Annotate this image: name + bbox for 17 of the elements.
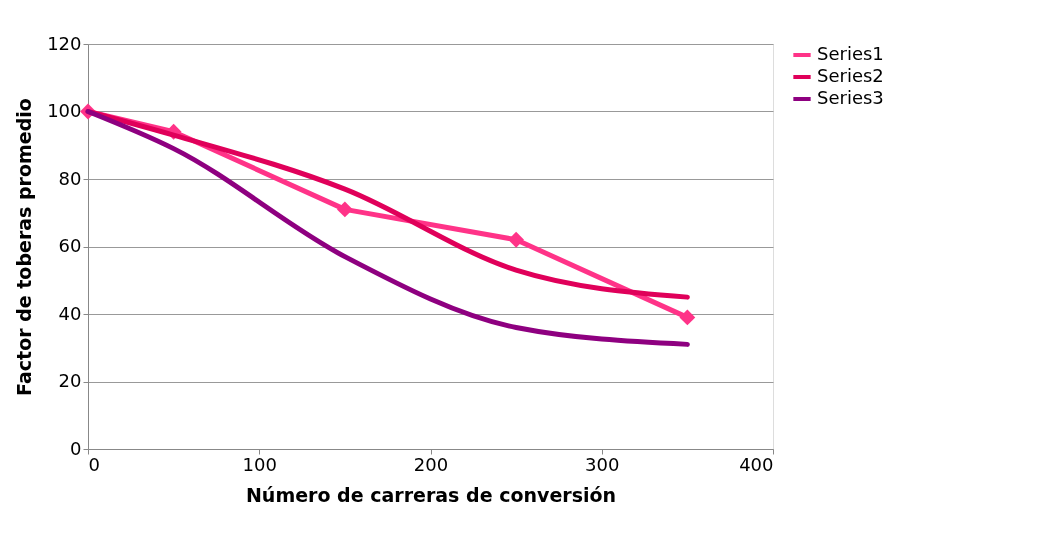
y-tick-label: 40 — [58, 302, 82, 324]
x-tick-label: 100 — [242, 453, 277, 475]
y-tick-label: 100 — [47, 100, 82, 121]
x-tick-label: 200 — [413, 453, 449, 475]
x-tick-label: 300 — [585, 453, 620, 475]
x-tick-label: 400 — [739, 453, 774, 475]
y-tick-label: 20 — [58, 370, 82, 391]
y-tick-label: 120 — [47, 32, 82, 54]
y-tick-label: 0 — [70, 437, 82, 459]
x-axis-title: Número de carreras de conversión — [245, 483, 617, 506]
legend-label: Series2 — [817, 65, 884, 86]
y-axis-title: Factor de toberas promedio — [13, 98, 36, 396]
y-tick-label: 80 — [58, 167, 82, 189]
legend-label: Series1 — [817, 43, 884, 64]
legend-label: Series3 — [817, 87, 884, 108]
y-tick-label: 60 — [58, 235, 82, 256]
x-tick-label: 0 — [88, 453, 100, 475]
